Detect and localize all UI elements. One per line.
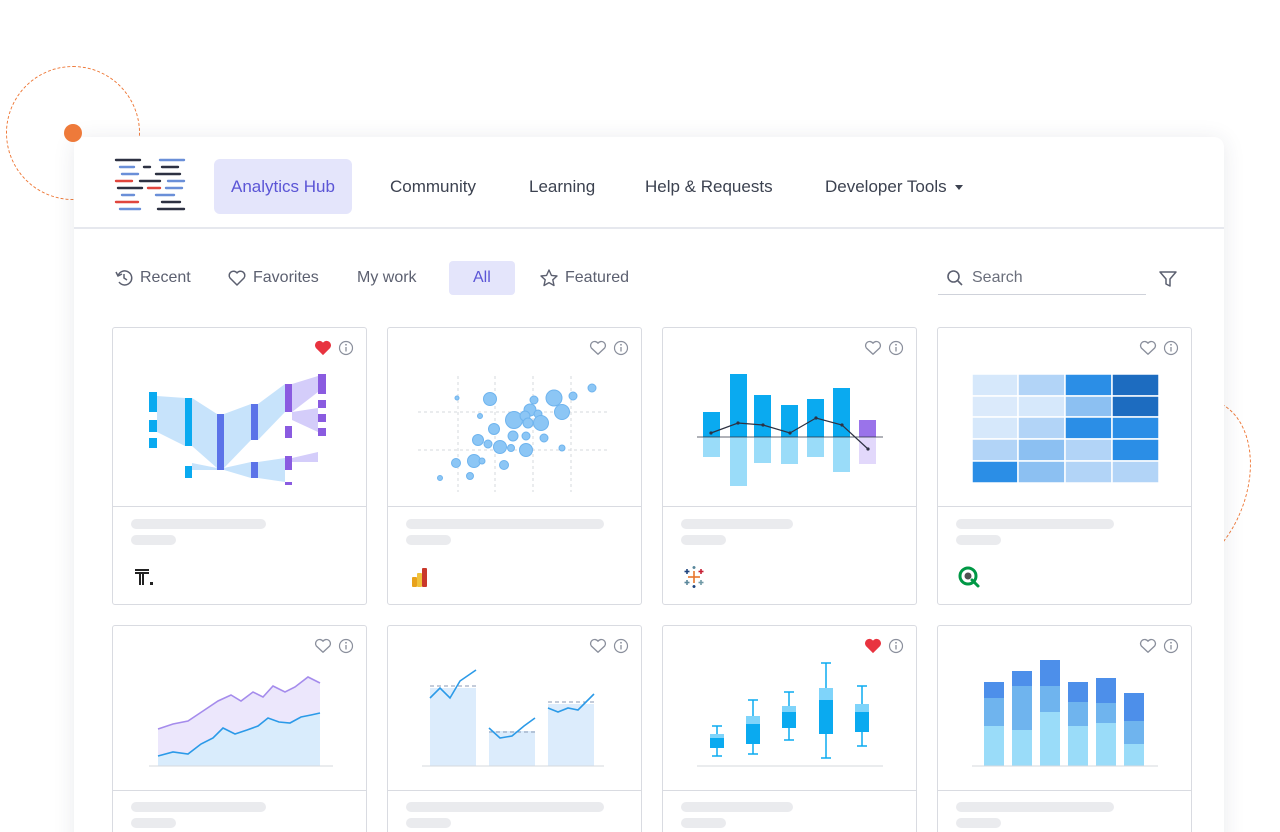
dashboard-card[interactable] <box>937 327 1192 605</box>
skeleton-title <box>681 802 793 812</box>
skeleton-title <box>131 802 266 812</box>
heart-outline-icon[interactable] <box>589 638 607 654</box>
brand-logo[interactable] <box>114 157 186 215</box>
bar-line-reference-chart <box>422 669 604 767</box>
search-input[interactable] <box>972 269 1132 287</box>
heart-outline-icon[interactable] <box>864 340 882 356</box>
filter-featured[interactable]: Featured <box>539 261 629 295</box>
filter-recent[interactable]: Recent <box>114 261 191 295</box>
info-icon[interactable] <box>338 340 354 356</box>
area-chart <box>149 676 333 767</box>
powerbi-icon <box>412 568 427 587</box>
qlik-icon <box>958 566 980 588</box>
skeleton-title <box>956 802 1114 812</box>
heart-filled-icon[interactable] <box>314 340 332 356</box>
filter-bar: Recent Favorites My work All Featured <box>74 229 1224 309</box>
info-icon[interactable] <box>338 638 354 654</box>
tableau-t-icon <box>135 569 153 585</box>
card-preview <box>663 328 916 507</box>
card-preview <box>938 626 1191 791</box>
skeleton-subtitle <box>681 535 726 545</box>
search-box[interactable] <box>938 262 1146 295</box>
stacked-bar-chart <box>972 660 1158 767</box>
decorative-orange-dot <box>64 124 82 142</box>
dashboard-card[interactable] <box>937 625 1192 832</box>
skeleton-title <box>956 519 1114 529</box>
card-preview <box>113 328 366 507</box>
box-plot-chart <box>697 662 883 767</box>
card-actions <box>314 638 354 654</box>
skeleton-subtitle <box>956 535 1001 545</box>
card-actions <box>864 340 904 356</box>
skeleton-title <box>406 519 604 529</box>
filter-featured-label: Featured <box>565 269 630 286</box>
info-icon[interactable] <box>888 638 904 654</box>
filter-all[interactable]: All <box>449 261 515 295</box>
star-outline-icon <box>540 269 558 287</box>
skeleton-title <box>681 519 793 529</box>
heart-outline-icon[interactable] <box>1139 638 1157 654</box>
info-icon[interactable] <box>1163 340 1179 356</box>
skeleton-title <box>406 802 604 812</box>
card-actions <box>864 638 904 654</box>
skeleton-subtitle <box>956 818 1001 828</box>
card-preview <box>663 626 916 791</box>
card-actions <box>589 638 629 654</box>
skeleton-subtitle <box>406 818 451 828</box>
history-icon <box>115 270 133 286</box>
dashboard-card[interactable] <box>387 625 642 832</box>
heart-outline-icon <box>228 270 246 286</box>
card-preview <box>388 626 641 791</box>
filter-all-label: All <box>473 269 491 286</box>
heart-outline-icon[interactable] <box>1139 340 1157 356</box>
top-navigation: Analytics Hub Community Learning Help & … <box>74 137 1224 229</box>
nav-analytics-hub[interactable]: Analytics Hub <box>214 159 352 214</box>
skeleton-subtitle <box>406 535 451 545</box>
info-icon[interactable] <box>613 638 629 654</box>
heart-outline-icon[interactable] <box>589 340 607 356</box>
skeleton-subtitle <box>131 535 176 545</box>
chevron-down-icon <box>954 185 963 191</box>
dashboard-card[interactable] <box>387 327 642 605</box>
search-icon <box>947 270 963 286</box>
heart-outline-icon[interactable] <box>314 638 332 654</box>
dashboard-card[interactable] <box>112 327 367 605</box>
nav-developer-tools[interactable]: Developer Tools <box>808 159 980 214</box>
card-preview <box>938 328 1191 507</box>
dashboard-card[interactable] <box>662 327 917 605</box>
heatmap-chart <box>971 373 1160 484</box>
filter-recent-label: Recent <box>140 269 191 286</box>
info-icon[interactable] <box>613 340 629 356</box>
heart-filled-icon[interactable] <box>864 638 882 654</box>
card-actions <box>589 340 629 356</box>
nav-developer-tools-label: Developer Tools <box>825 177 947 196</box>
card-actions <box>1139 340 1179 356</box>
card-actions <box>1139 638 1179 654</box>
decorative-dashed-circle <box>6 66 140 200</box>
nav-community[interactable]: Community <box>390 177 476 196</box>
card-preview <box>388 328 641 507</box>
bar-line-combo-chart <box>697 374 883 486</box>
card-preview <box>113 626 366 791</box>
filter-favorites-label: Favorites <box>253 269 319 286</box>
dashboard-card[interactable] <box>662 625 917 832</box>
card-actions <box>314 340 354 356</box>
nav-learning[interactable]: Learning <box>529 177 596 196</box>
tableau-icon <box>684 566 704 588</box>
filter-my-work-label: My work <box>357 269 417 286</box>
filter-funnel-icon[interactable] <box>1158 269 1178 289</box>
info-icon[interactable] <box>888 340 904 356</box>
filter-favorites[interactable]: Favorites <box>227 261 319 295</box>
skeleton-subtitle <box>131 818 176 828</box>
nav-help-requests[interactable]: Help & Requests <box>645 177 773 196</box>
skeleton-title <box>131 519 266 529</box>
sankey-chart <box>149 374 326 485</box>
filter-my-work[interactable]: My work <box>357 261 417 295</box>
bubble-scatter-chart <box>418 376 610 492</box>
app-window: Analytics Hub Community Learning Help & … <box>74 137 1224 832</box>
info-icon[interactable] <box>1163 638 1179 654</box>
dashboard-card[interactable] <box>112 625 367 832</box>
skeleton-subtitle <box>681 818 726 828</box>
